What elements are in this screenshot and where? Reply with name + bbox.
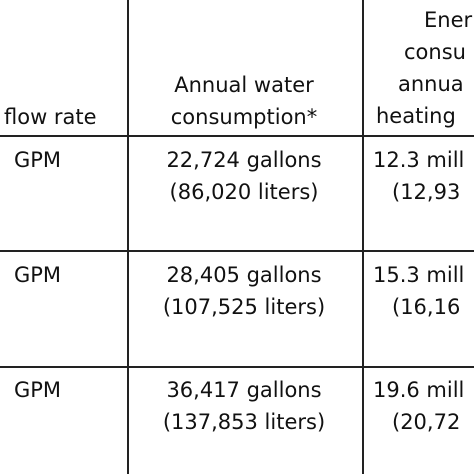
row-border (0, 250, 474, 252)
cell: 28,405 gallons (166, 263, 322, 287)
column-border (127, 0, 129, 474)
cell: 15.3 mill (373, 263, 465, 287)
row-border (0, 366, 474, 368)
header-cell: consumption* (170, 105, 318, 129)
cell: 22,724 gallons (166, 148, 322, 172)
cell: (16,16 (392, 295, 461, 319)
cell: GPM (14, 263, 62, 287)
header-cell: Annual water (174, 73, 314, 97)
cell: 19.6 mill (373, 378, 465, 402)
cell: GPM (14, 148, 62, 172)
cell: (86,020 liters) (169, 180, 319, 204)
header-cell: annua (398, 72, 464, 96)
cell: (107,525 liters) (162, 295, 326, 319)
cell: 12.3 mill (373, 148, 465, 172)
header-cell: flow rate (4, 105, 97, 129)
cell: 36,417 gallons (166, 378, 322, 402)
header-cell: heating (376, 104, 456, 128)
cell: (12,93 (392, 180, 461, 204)
cell: (20,72 (392, 410, 461, 434)
cell: (137,853 liters) (162, 410, 326, 434)
header-cell: Ener (424, 8, 473, 32)
header-cell: consu (404, 40, 466, 64)
column-border (362, 0, 364, 474)
cell: GPM (14, 378, 62, 402)
row-border (0, 135, 474, 137)
